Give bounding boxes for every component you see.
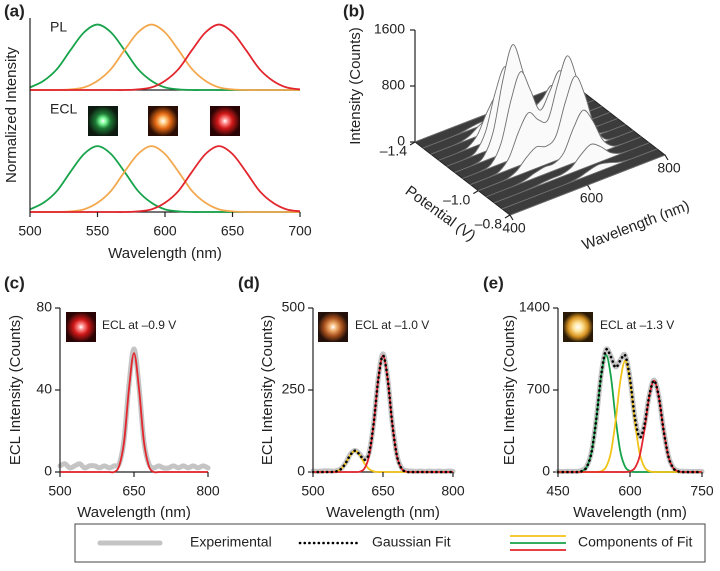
legend: Experimental Gaussian Fit Components of … <box>74 523 706 563</box>
x-tick-label: 500 <box>301 483 325 499</box>
emission-image <box>210 106 240 136</box>
spectrum <box>486 109 642 198</box>
spectrum <box>493 142 650 204</box>
x-tick-label: 800 <box>196 483 220 499</box>
y-tick-label: 800 <box>657 160 681 176</box>
x-tick-label: 650 <box>221 223 245 239</box>
x-tick-label: 550 <box>86 223 110 239</box>
y-tick-label: 40 <box>36 381 52 397</box>
series-line <box>310 351 456 474</box>
y-tick <box>664 154 669 161</box>
x-tick-label: 500 <box>18 223 42 239</box>
x-tick-label: 750 <box>690 483 714 499</box>
y-tick-label: 400 <box>502 220 526 236</box>
y-tick-label: 0 <box>297 463 305 479</box>
x-tick-label: –0.8 <box>475 216 502 232</box>
x-tick-label: 800 <box>441 483 465 499</box>
x-tick-label: 600 <box>153 223 177 239</box>
x-tick-label: 600 <box>618 483 642 499</box>
spectrum <box>501 148 658 210</box>
x-tick-label: –1.0 <box>443 191 470 207</box>
series-line <box>30 23 301 91</box>
legend-box <box>74 523 706 563</box>
z-tick-label: 1600 <box>374 21 405 37</box>
spectrum <box>478 75 634 192</box>
emission-image <box>88 106 118 136</box>
series-line <box>555 346 705 475</box>
emission-image <box>563 312 593 342</box>
y-tick-label: 250 <box>282 381 306 397</box>
x-axis-label: Wavelength (nm) <box>326 504 440 521</box>
series-line <box>556 347 704 474</box>
x-tick-label: 650 <box>122 483 146 499</box>
series-line <box>311 354 455 474</box>
z-tick-label: 0 <box>397 133 405 149</box>
x-axis-label: Wavelength (nm) <box>573 504 687 521</box>
x-tick <box>473 190 479 195</box>
y-tick <box>586 184 592 191</box>
series-line <box>313 354 453 473</box>
emission-image <box>318 312 348 342</box>
y-tick-label: 0 <box>542 463 550 479</box>
subplot-title: ECL <box>50 101 77 117</box>
y-tick-label: 1400 <box>519 299 550 315</box>
x-tick <box>504 214 511 219</box>
series-line <box>30 23 300 91</box>
panel-label: (d) <box>238 273 260 292</box>
series-line <box>60 352 208 474</box>
spectrum <box>470 55 626 186</box>
x-tick-label: 500 <box>48 483 72 499</box>
x-axis-label: Wavelength (nm) <box>77 504 191 521</box>
annotation: ECL at –1.3 V <box>600 318 674 332</box>
legend-label: Gaussian Fit <box>372 534 451 550</box>
series-line <box>57 346 211 471</box>
emission-image <box>148 106 178 136</box>
z-tick-label: 800 <box>382 77 406 93</box>
legend-label: Experimental <box>190 534 272 550</box>
panel-label: (e) <box>483 273 504 292</box>
x-axis-label: Wavelength (nm) <box>108 245 222 262</box>
y-axis-label: ECL Intensity (Counts) <box>7 315 24 465</box>
z-axis-label: Intensity (Counts) <box>347 27 364 145</box>
y-tick-label: 0 <box>44 463 52 479</box>
x-tick <box>409 141 416 146</box>
panel-label: (b) <box>343 1 365 20</box>
panel-label: (c) <box>4 273 25 292</box>
panel-label: (a) <box>4 1 25 20</box>
x-tick-label: 450 <box>546 483 570 499</box>
x-tick-label: 700 <box>288 223 312 239</box>
annotation: ECL at –0.9 V <box>102 318 176 332</box>
x-tick-label: 650 <box>371 483 395 499</box>
annotation: ECL at –1.0 V <box>355 318 429 332</box>
y-tick-label: 700 <box>527 381 551 397</box>
y-axis-label: ECL Intensity (Counts) <box>501 315 518 465</box>
y-tick-label: 80 <box>36 299 52 315</box>
y-axis-label: ECL Intensity (Counts) <box>259 315 276 465</box>
series-line <box>30 145 301 213</box>
emission-image <box>66 312 96 342</box>
y-tick <box>509 214 514 221</box>
emission-images <box>66 106 593 342</box>
legend-label: Components of Fit <box>578 534 692 550</box>
y-tick-label: 500 <box>282 299 306 315</box>
series-line <box>30 145 300 213</box>
y-tick-label: 600 <box>580 190 604 206</box>
subplot-title: PL <box>50 19 67 35</box>
x-tick-label: –1.4 <box>380 143 407 159</box>
y-axis-label: Normalized Intensity <box>3 47 20 183</box>
